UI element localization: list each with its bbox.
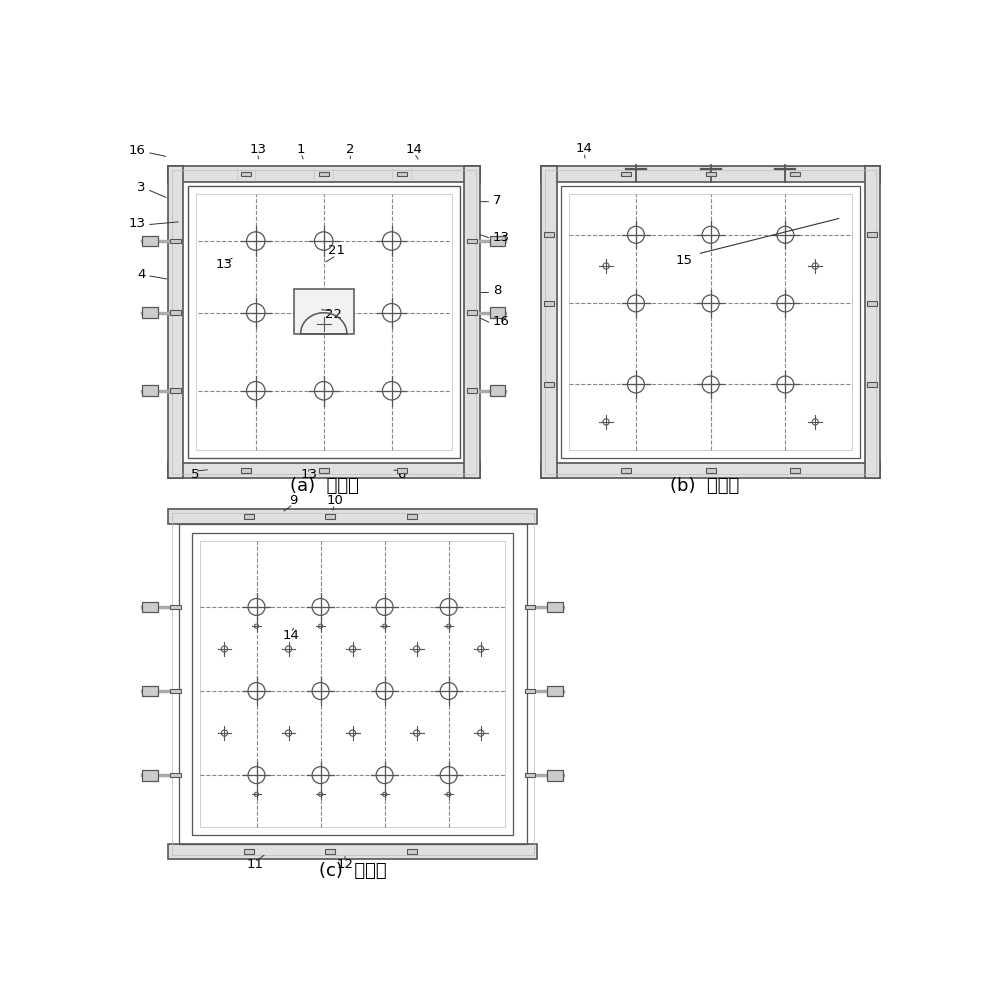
Bar (170, 388, 180, 393)
Bar (167, 509, 538, 524)
Bar (142, 686, 157, 696)
Bar (467, 388, 477, 393)
Bar (396, 172, 406, 176)
Bar (791, 172, 801, 176)
Bar (569, 194, 853, 450)
Bar (200, 541, 505, 827)
Bar (142, 770, 157, 781)
Bar (396, 468, 406, 473)
Bar (195, 194, 452, 450)
Bar (192, 533, 513, 835)
Bar (490, 385, 505, 396)
Bar (868, 382, 877, 387)
Bar (167, 844, 538, 859)
Text: 7: 7 (493, 194, 501, 207)
Bar (545, 170, 876, 474)
Text: 9: 9 (289, 494, 298, 507)
Bar (142, 307, 157, 318)
Text: 13: 13 (300, 468, 317, 481)
Text: 14: 14 (575, 142, 592, 155)
Bar (319, 468, 329, 473)
Bar (167, 166, 480, 182)
Bar (548, 770, 563, 781)
Bar (548, 602, 563, 612)
Text: (b)  侧视图: (b) 侧视图 (670, 477, 739, 495)
Bar (178, 524, 527, 844)
Text: 4: 4 (137, 267, 145, 280)
Bar (791, 468, 801, 473)
Bar (167, 463, 480, 478)
Bar (541, 166, 557, 478)
Bar (326, 849, 336, 854)
Bar (621, 468, 630, 473)
Text: 8: 8 (493, 284, 501, 297)
Bar (294, 289, 354, 334)
Text: 12: 12 (337, 858, 354, 871)
Text: 1: 1 (297, 143, 305, 156)
Bar (142, 236, 157, 246)
Bar (170, 605, 180, 609)
Text: 13: 13 (249, 143, 266, 156)
Text: 11: 11 (246, 858, 263, 871)
Bar (868, 232, 877, 237)
Bar (326, 514, 336, 519)
Text: 16: 16 (493, 315, 510, 328)
Bar (541, 166, 880, 182)
Text: 3: 3 (137, 181, 145, 194)
Text: 15: 15 (675, 254, 692, 267)
Bar (868, 301, 877, 306)
Text: 6: 6 (397, 468, 405, 481)
Bar (705, 172, 716, 176)
Bar (865, 166, 880, 478)
Bar (490, 236, 505, 246)
Bar (319, 172, 329, 176)
Text: 14: 14 (283, 629, 300, 642)
Bar (467, 239, 477, 243)
Bar (467, 310, 477, 315)
Bar (241, 468, 251, 473)
Bar (170, 689, 180, 693)
Bar (170, 239, 180, 243)
Bar (167, 166, 183, 478)
Bar (490, 307, 505, 318)
Bar (544, 232, 554, 237)
Bar (464, 166, 480, 478)
Text: 10: 10 (327, 494, 344, 507)
Bar (525, 773, 535, 777)
Bar (525, 689, 535, 693)
Text: 5: 5 (190, 468, 199, 481)
Bar (406, 849, 416, 854)
Text: 16: 16 (128, 144, 145, 157)
Bar (544, 382, 554, 387)
Text: 13: 13 (493, 231, 510, 244)
Bar (244, 849, 254, 854)
Text: 21: 21 (328, 244, 345, 257)
Bar (170, 310, 180, 315)
Text: 13: 13 (128, 217, 145, 230)
Bar (244, 514, 254, 519)
Bar (170, 773, 180, 777)
Bar (142, 385, 157, 396)
Bar (406, 514, 416, 519)
Bar (171, 170, 476, 474)
Text: (a)  正视图: (a) 正视图 (290, 477, 359, 495)
Bar (621, 172, 630, 176)
Bar (544, 301, 554, 306)
Bar (705, 468, 716, 473)
Bar (142, 602, 157, 612)
Bar (241, 172, 251, 176)
Bar (541, 463, 880, 478)
Text: 2: 2 (346, 143, 355, 156)
Bar (548, 686, 563, 696)
Text: (c)  俦视图: (c) 俦视图 (319, 862, 386, 880)
Bar (525, 605, 535, 609)
Bar (171, 513, 534, 855)
Text: 22: 22 (325, 308, 342, 321)
Text: 13: 13 (215, 258, 232, 271)
Bar (188, 186, 459, 458)
Bar (562, 186, 860, 458)
Text: 14: 14 (405, 143, 422, 156)
